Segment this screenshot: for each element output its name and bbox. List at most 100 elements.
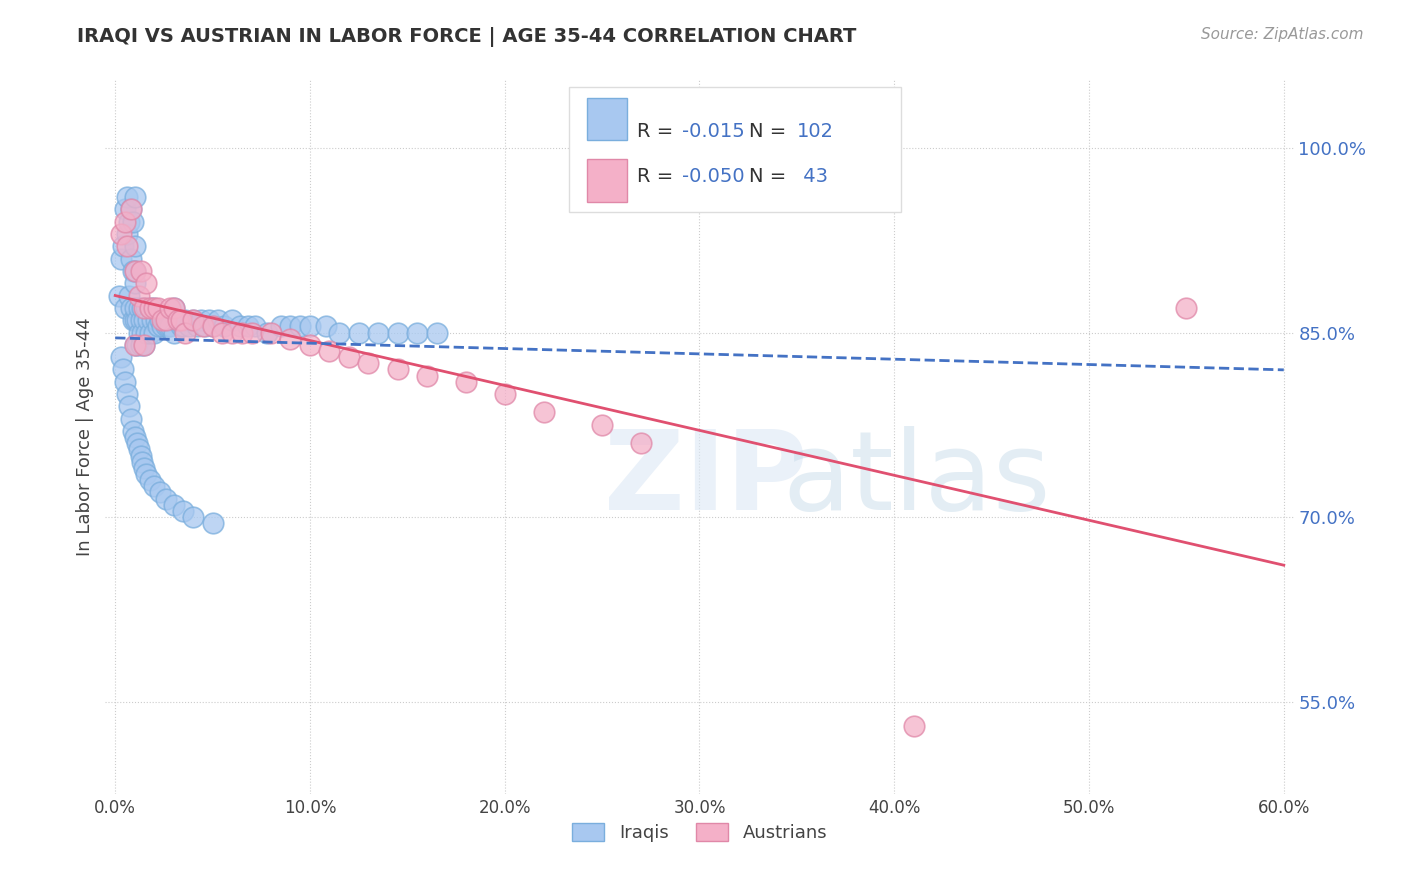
Point — [114, 202, 136, 217]
Point — [201, 319, 224, 334]
Point — [170, 319, 193, 334]
Point — [118, 215, 141, 229]
Point — [162, 326, 184, 340]
Point — [134, 338, 156, 352]
Point — [298, 319, 321, 334]
Point — [315, 319, 337, 334]
Point — [120, 301, 142, 315]
FancyBboxPatch shape — [569, 87, 901, 212]
Point — [174, 313, 197, 327]
Text: R =: R = — [637, 122, 679, 141]
Point — [347, 326, 370, 340]
Point — [201, 319, 224, 334]
Point — [229, 319, 252, 334]
Point — [406, 326, 429, 340]
Point — [159, 319, 181, 334]
Text: 43: 43 — [797, 167, 828, 186]
Point — [114, 375, 136, 389]
Text: -0.015: -0.015 — [682, 122, 744, 141]
Text: R =: R = — [637, 167, 679, 186]
Point — [170, 313, 193, 327]
Point — [903, 719, 925, 733]
Text: N =: N = — [749, 167, 793, 186]
Point — [280, 319, 302, 334]
Point — [211, 326, 233, 340]
Point — [172, 319, 194, 334]
Point — [181, 313, 204, 327]
Point — [149, 485, 172, 500]
Point — [236, 319, 259, 334]
Point — [318, 343, 340, 358]
Point — [155, 319, 177, 334]
Point — [131, 455, 153, 469]
Point — [124, 190, 146, 204]
Point — [143, 301, 166, 315]
Point — [115, 227, 138, 241]
Point — [110, 252, 132, 266]
Point — [129, 338, 152, 352]
Text: IRAQI VS AUSTRIAN IN LABOR FORCE | AGE 35-44 CORRELATION CHART: IRAQI VS AUSTRIAN IN LABOR FORCE | AGE 3… — [77, 27, 856, 46]
Text: N =: N = — [749, 122, 793, 141]
Point — [150, 313, 173, 327]
Point — [159, 301, 181, 315]
Point — [290, 319, 312, 334]
Point — [108, 288, 131, 302]
Point — [136, 313, 159, 327]
Point — [124, 313, 146, 327]
Point — [121, 264, 143, 278]
Point — [194, 319, 217, 334]
Point — [143, 301, 166, 315]
Point — [124, 338, 146, 352]
Point — [131, 326, 153, 340]
Point — [114, 301, 136, 315]
Point — [134, 460, 156, 475]
Point — [124, 239, 146, 253]
Point — [110, 350, 132, 364]
Point — [124, 277, 146, 291]
Point — [118, 400, 141, 414]
Point — [591, 417, 613, 432]
Point — [115, 239, 138, 253]
Point — [416, 368, 439, 383]
Point — [425, 326, 447, 340]
Point — [214, 319, 236, 334]
Point — [149, 313, 172, 327]
Point — [162, 498, 184, 512]
Point — [150, 319, 173, 334]
Point — [120, 202, 142, 217]
Point — [256, 326, 278, 340]
Point — [191, 319, 214, 334]
Point — [367, 326, 389, 340]
Point — [245, 319, 267, 334]
Point — [181, 510, 204, 524]
Point — [124, 338, 146, 352]
FancyBboxPatch shape — [586, 160, 627, 202]
Point — [162, 301, 184, 315]
Point — [143, 326, 166, 340]
Point — [494, 387, 516, 401]
Point — [155, 313, 177, 327]
Point — [166, 313, 188, 327]
Point — [139, 301, 162, 315]
Point — [111, 362, 134, 376]
Point — [231, 326, 253, 340]
Point — [131, 301, 153, 315]
Point — [240, 326, 263, 340]
Point — [141, 313, 163, 327]
Point — [111, 239, 134, 253]
Point — [118, 288, 141, 302]
Point — [128, 442, 150, 457]
Point — [120, 252, 142, 266]
Point — [139, 473, 162, 487]
Point — [1175, 301, 1198, 315]
Text: Source: ZipAtlas.com: Source: ZipAtlas.com — [1201, 27, 1364, 42]
Point — [125, 313, 148, 327]
Point — [128, 288, 150, 302]
Point — [153, 313, 176, 327]
Point — [207, 313, 229, 327]
Point — [260, 326, 283, 340]
Point — [156, 319, 179, 334]
Point — [129, 449, 152, 463]
Point — [169, 313, 191, 327]
Point — [134, 338, 156, 352]
